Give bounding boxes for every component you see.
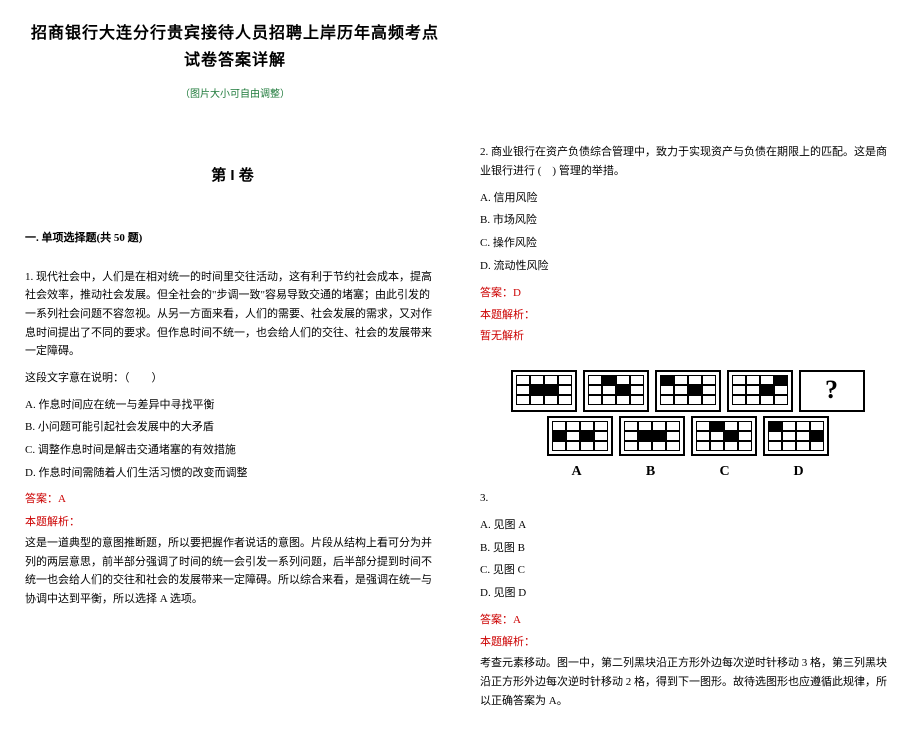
q3-figure: ? A B C D xyxy=(480,370,895,484)
q3-opt-d: D. 见图 D xyxy=(480,584,895,603)
label-d: D xyxy=(765,460,833,484)
left-column: 第 I 卷 一. 单项选择题(共 50 题) 1. 现代社会中，人们是在相对统一… xyxy=(25,143,440,710)
grid-box xyxy=(511,370,577,412)
q2-opt-b: B. 市场风险 xyxy=(480,211,895,230)
grid-box xyxy=(727,370,793,412)
q3-opt-c: C. 见图 C xyxy=(480,561,895,580)
grid-box xyxy=(547,416,613,456)
volume-label: 第 I 卷 xyxy=(25,163,440,189)
label-b: B xyxy=(617,460,685,484)
grid-box xyxy=(583,370,649,412)
label-a: A xyxy=(543,460,611,484)
right-column: 2. 商业银行在资产负债综合管理中，致力于实现资产与负债在期限上的匹配。这是商业… xyxy=(480,143,895,710)
grid-row-top: ? xyxy=(480,370,895,412)
grid-box xyxy=(763,416,829,456)
q1-tail: 这段文字意在说明：（ ） xyxy=(25,369,440,388)
q1-answer: 答案：A xyxy=(25,490,440,509)
q2-stem: 2. 商业银行在资产负债综合管理中，致力于实现资产与负债在期限上的匹配。这是商业… xyxy=(480,143,895,180)
grid-row-bottom xyxy=(480,416,895,456)
q1-opt-a: A. 作息时间应在统一与差异中寻找平衡 xyxy=(25,396,440,415)
grid-labels: A B C D xyxy=(480,460,895,484)
q3-answer: 答案：A xyxy=(480,611,895,630)
q2-opt-d: D. 流动性风险 xyxy=(480,257,895,276)
q1-exp-label: 本题解析： xyxy=(25,513,440,532)
q1-opt-b: B. 小问题可能引起社会发展中的大矛盾 xyxy=(25,418,440,437)
section-1-title: 一. 单项选择题(共 50 题) xyxy=(25,229,440,248)
q1-explanation: 这是一道典型的意图推断题，所以要把握作者说话的意图。片段从结构上看可分为并列的两… xyxy=(25,534,440,609)
q3-opt-b: B. 见图 B xyxy=(480,539,895,558)
q1-stem: 1. 现代社会中，人们是在相对统一的时间里交往活动，这有利于节约社会成本，提高社… xyxy=(25,268,440,361)
q2-exp-label: 本题解析： xyxy=(480,306,895,325)
title-line-2: 试卷答案详解 xyxy=(25,47,445,74)
q3-explanation: 考查元素移动。图一中，第二列黑块沿正方形外边每次逆时针移动 3 格，第三列黑块沿… xyxy=(480,654,895,710)
title-line-1: 招商银行大连分行贵宾接待人员招聘上岸历年高频考点 xyxy=(25,20,445,47)
q3-num: 3. xyxy=(480,489,895,508)
grid-box xyxy=(619,416,685,456)
label-c: C xyxy=(691,460,759,484)
q2-opt-c: C. 操作风险 xyxy=(480,234,895,253)
grid-box xyxy=(691,416,757,456)
resize-note: （图片大小可自由调整） xyxy=(25,86,445,103)
q2-opt-a: A. 信用风险 xyxy=(480,189,895,208)
grid-box xyxy=(655,370,721,412)
page-header: 招商银行大连分行贵宾接待人员招聘上岸历年高频考点 试卷答案详解 xyxy=(25,20,445,74)
q3-exp-label: 本题解析： xyxy=(480,633,895,652)
question-mark-box: ? xyxy=(799,370,865,412)
q2-answer: 答案：D xyxy=(480,284,895,303)
q3-opt-a: A. 见图 A xyxy=(480,516,895,535)
q1-opt-d: D. 作息时间需随着人们生活习惯的改变而调整 xyxy=(25,464,440,483)
q1-opt-c: C. 调整作息时间是解击交通堵塞的有效措施 xyxy=(25,441,440,460)
q2-explanation: 暂无解析 xyxy=(480,327,895,346)
